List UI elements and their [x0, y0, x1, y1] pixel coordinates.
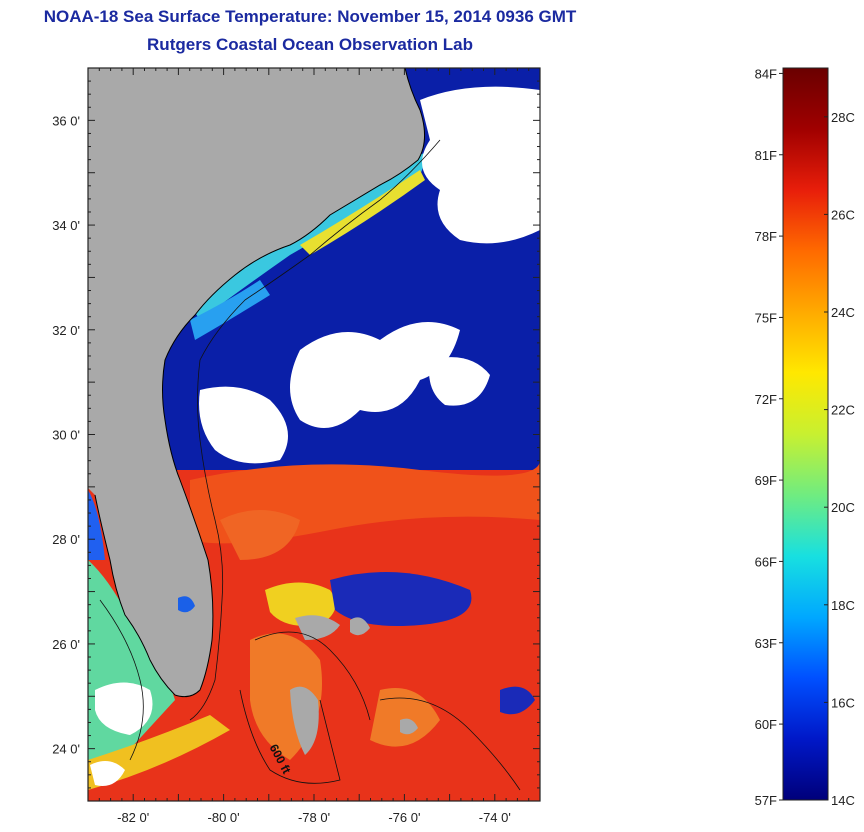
map-axis-labels: 36 0' 34 0' 32 0' 30 0' 28 0' 26 0' 24 0' -82 0… — [52, 113, 511, 825]
map-axis-ticks — [87, 67, 541, 802]
longitude-label: -82 0' — [117, 810, 149, 825]
celsius-label: 14C — [831, 793, 855, 808]
bahamas-cold-patch — [500, 686, 535, 715]
fahrenheit-label: 72F — [755, 392, 777, 407]
fahrenheit-label: 84F — [755, 66, 777, 81]
fahrenheit-label: 81F — [755, 148, 777, 163]
latitude-label: 34 0' — [52, 218, 80, 233]
fahrenheit-label: 60F — [755, 717, 777, 732]
colorbar-frame — [782, 67, 829, 801]
fahrenheit-label: 78F — [755, 229, 777, 244]
celsius-label: 26C — [831, 207, 855, 222]
cloud-mass-keys — [95, 682, 153, 735]
bahamas-island — [400, 718, 418, 735]
nearshore-warm-band — [190, 150, 430, 320]
bathymetry-contour — [99, 599, 144, 761]
celsius-label: 18C — [831, 598, 855, 613]
longitude-label: -76 0' — [388, 810, 420, 825]
latitude-label: 26 0' — [52, 637, 80, 652]
bathymetry-contour — [379, 697, 521, 791]
cloud-mass-east — [429, 357, 490, 406]
fahrenheit-label: 69F — [755, 473, 777, 488]
colorbar: 84F 81F 78F 75F 72F 69F 66F 63F 60F 57F 28C 26C 24C 2… — [755, 66, 855, 808]
bathymetry-contour — [239, 689, 341, 784]
celsius-label: 24C — [831, 305, 855, 320]
fahrenheit-label: 75F — [755, 310, 777, 325]
map-title: NOAA-18 Sea Surface Temperature: Novembe… — [43, 7, 577, 26]
celsius-label: 16C — [831, 695, 855, 710]
colorbar-labels: 84F 81F 78F 75F 72F 69F 66F 63F 60F 57F 28C 26C 24C 2… — [755, 66, 855, 808]
orange-patch — [370, 688, 440, 747]
bahamas-shelf — [265, 582, 336, 627]
nearshore-cool-band — [190, 280, 270, 340]
bathymetry-contour — [254, 631, 371, 721]
longitude-label: -78 0' — [298, 810, 330, 825]
colorbar-ticks — [779, 72, 828, 801]
cloud-mass-southwest — [90, 761, 125, 786]
celsius-label: 22C — [831, 403, 855, 418]
latitude-label: 32 0' — [52, 323, 80, 338]
latitude-label: 28 0' — [52, 532, 80, 547]
cloud-mass-west — [199, 386, 288, 464]
us-east-coast-land — [88, 68, 425, 697]
fahrenheit-label: 66F — [755, 554, 777, 569]
celsius-label: 28C — [831, 110, 855, 125]
map-panel — [88, 68, 540, 801]
celsius-label: 20C — [831, 500, 855, 515]
bathymetry-contour — [189, 139, 441, 721]
colorbar-gradient — [783, 68, 828, 800]
latitude-label: 30 0' — [52, 428, 80, 443]
latitude-label: 24 0' — [52, 742, 80, 757]
bahamas-island — [290, 686, 319, 755]
fahrenheit-label: 57F — [755, 793, 777, 808]
orange-patch — [220, 510, 300, 560]
map-subtitle: Rutgers Coastal Ocean Observation Lab — [147, 35, 473, 54]
fahrenheit-label: 63F — [755, 636, 777, 651]
gulf-shelf-cold — [88, 490, 105, 560]
coastline — [94, 68, 425, 698]
latitude-label: 36 0' — [52, 113, 80, 128]
cloud-mass-central — [290, 322, 460, 428]
cloud-mass-northeast — [420, 86, 540, 244]
longitude-label: -80 0' — [208, 810, 240, 825]
longitude-label: -74 0' — [479, 810, 511, 825]
bahamas-island — [295, 615, 340, 640]
bahamas-island — [350, 617, 370, 636]
bahamas-cold-patch — [330, 572, 472, 626]
lake-okeechobee — [178, 596, 195, 613]
